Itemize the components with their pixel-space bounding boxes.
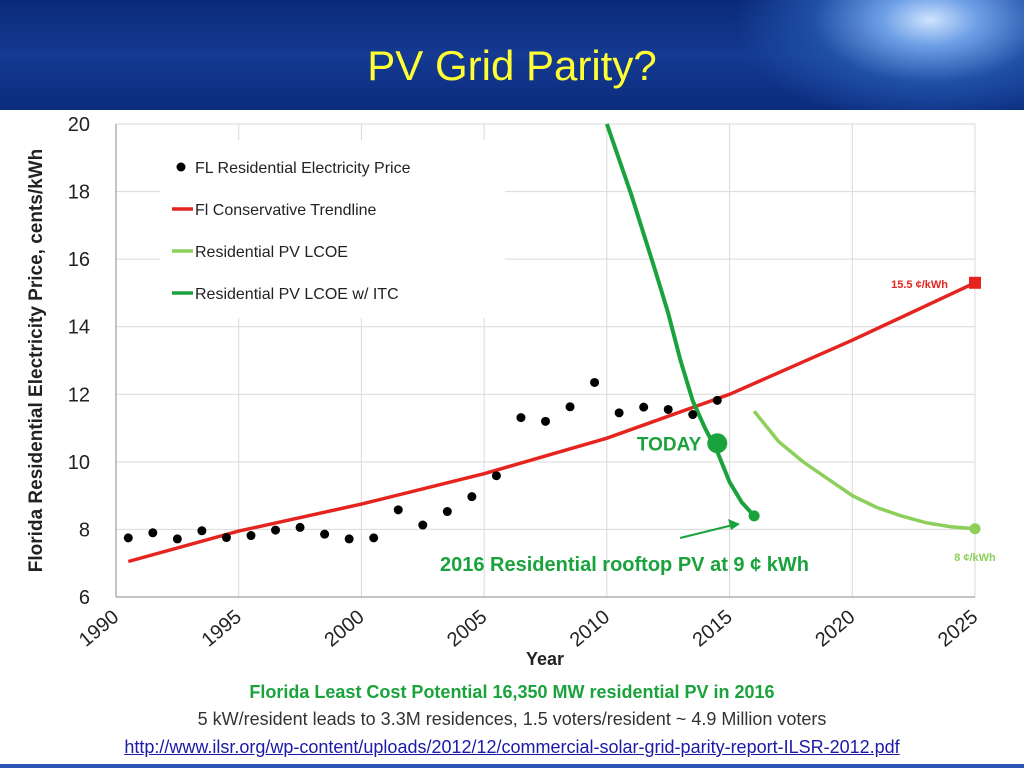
chart-annotations: 15.5 ¢/kWh 8 ¢/kWh TODAY 2016 Residential r… [440,279,996,576]
legend-label: Residential PV LCOE [195,244,348,261]
pv-lcoe-itc-endpoint [748,510,760,522]
y-tick-label: 8 [79,519,90,541]
price-point [246,531,256,541]
legend-box [160,140,505,318]
x-tick-label: 1990 [75,606,123,651]
y-tick-label: 12 [68,384,90,406]
price-point [614,408,624,418]
arrow-line [679,524,734,539]
price-point [123,533,133,543]
pv-lcoe-endpoint [969,523,981,535]
today-marker [707,433,728,454]
rooftop-pv-annotation: 2016 Residential rooftop PV at 9 ¢ kWh [440,554,809,576]
chart-legend: FL Residential Electricity Price Fl Conse… [160,140,505,318]
price-point [221,533,231,543]
price-point [590,377,600,387]
legend-label: Fl Conservative Trendline [195,202,377,219]
arrow-head [728,519,740,530]
trendline-series [127,281,976,564]
legend-label: Residential PV LCOE w/ ITC [195,286,399,303]
price-point [295,522,305,532]
x-tick-label: 2015 [689,606,737,651]
price-point [491,471,501,481]
price-point [712,395,722,405]
annotation-15-5: 15.5 ¢/kWh [891,279,948,291]
price-point [197,526,207,536]
x-tick-label: 2020 [811,606,859,651]
price-point [467,492,477,502]
y-tick-label: 10 [68,452,90,474]
price-point [418,520,428,530]
footer-headline: Florida Least Cost Potential 16,350 MW r… [249,682,775,702]
price-point [639,402,649,412]
y-axis-label: Florida Residential Electricity Price, c… [26,149,47,572]
source-link[interactable]: http://www.ilsr.org/wp-content/uploads/2… [124,737,900,757]
x-tick-label: 1995 [198,606,246,651]
x-tick-label: 2025 [934,606,982,651]
footer-detail: 5 kW/resident leads to 3.3M residences, … [197,709,827,729]
price-point [393,505,403,515]
y-tick-label: 20 [68,114,90,136]
x-tick-label: 2000 [320,606,368,651]
y-tick-label: 18 [68,182,90,204]
y-tick-label: 6 [79,587,90,609]
price-point [663,404,673,414]
price-point [271,525,281,535]
price-point [565,402,575,412]
legend-marker [176,162,186,172]
y-tick-label: 14 [68,317,90,339]
price-point [541,416,550,426]
x-tick-label: 2005 [443,606,491,651]
chart: 6 8 10 12 14 16 18 20 1990 1995 2000 2005 2010 2015 20… [26,114,996,669]
trendline-endpoint [969,276,981,289]
price-point [688,410,698,420]
price-point [344,534,354,544]
legend-label: FL Residential Electricity Price [195,160,411,177]
today-label: TODAY [637,434,702,455]
chart-series [123,123,981,564]
pv-lcoe-series [752,410,976,531]
pv-lcoe-itc-series [605,123,756,518]
price-point [442,507,452,517]
price-point [148,528,158,538]
slide-header: PV Grid Parity? [0,0,1024,110]
price-point [320,529,330,539]
slide-title: PV Grid Parity? [367,42,657,89]
price-point [516,413,526,423]
x-tick-label: 2010 [566,606,614,651]
price-point [172,534,182,544]
y-tick-label: 16 [68,249,90,271]
x-axis-label: Year [526,649,564,669]
price-point [369,533,379,543]
bottom-rule [0,764,1024,768]
annotation-8: 8 ¢/kWh [954,552,996,564]
